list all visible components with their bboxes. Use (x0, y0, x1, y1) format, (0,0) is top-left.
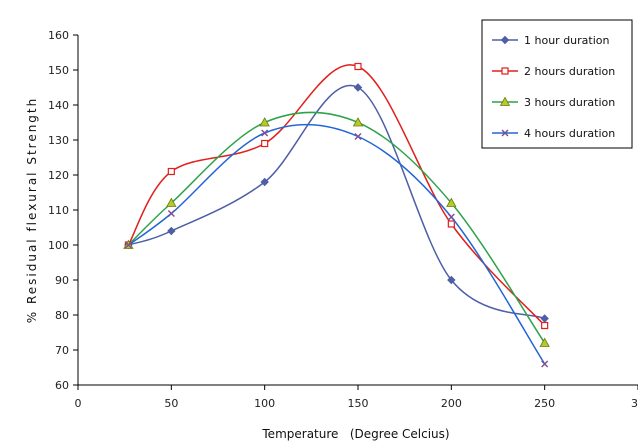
data-point (259, 117, 270, 127)
data-point (541, 360, 549, 368)
x-tick-label: 30 (631, 397, 638, 410)
legend-label: 2 hours duration (524, 65, 615, 78)
y-tick-label: 130 (48, 134, 69, 147)
data-point (261, 139, 269, 148)
x-tick-label: 200 (441, 397, 462, 410)
y-tick-label: 80 (55, 309, 69, 322)
y-tick-label: 90 (55, 274, 69, 287)
data-point (447, 275, 456, 285)
data-point (166, 197, 177, 207)
legend-item: 2 hours duration (492, 65, 615, 78)
data-point (447, 220, 455, 228)
data-point (354, 62, 362, 71)
legend-item: 1 hour duration (492, 34, 610, 47)
data-point (539, 337, 550, 347)
data-point (167, 210, 175, 217)
series-line (128, 84, 545, 320)
x-tick-label: 50 (164, 397, 178, 410)
legend-label: 1 hour duration (524, 34, 610, 47)
data-point (353, 83, 363, 92)
data-point (446, 197, 457, 207)
legend-marker (500, 35, 510, 45)
data-point (354, 133, 362, 140)
y-tick-label: 100 (48, 239, 69, 252)
tick-labels: 60 70 80 90 100 110 120 130 140 150 160 0 50 100 150 20… (48, 29, 638, 410)
y-tick-label: 150 (48, 64, 69, 77)
x-tick-label: 100 (254, 397, 275, 410)
legend-marker (501, 67, 509, 75)
data-point (541, 321, 549, 330)
series-layer (123, 62, 550, 368)
y-tick-label: 70 (55, 344, 69, 357)
y-tick-label: 140 (48, 99, 69, 112)
y-tick-label: 110 (48, 204, 69, 217)
legend-items: 1 hour duration 2 hours duration 3 hours d… (492, 34, 615, 140)
legend-marker (501, 129, 509, 137)
y-tick-label: 60 (55, 379, 69, 392)
x-tick-label: 0 (75, 397, 82, 410)
x-axis-title: Temperature (Degree Celcius) (261, 427, 449, 441)
data-point (261, 129, 269, 137)
legend-label: 3 hours duration (524, 96, 615, 109)
x-tick-label: 150 (348, 397, 369, 410)
y-tick-label: 160 (48, 29, 69, 42)
data-point (447, 213, 455, 221)
series-4 (124, 123, 549, 368)
data-point (260, 177, 269, 187)
legend: 1 hour duration 2 hours duration 3 hours d… (481, 19, 633, 149)
data-point (167, 226, 176, 236)
x-tick-label: 250 (534, 397, 555, 410)
legend-label: 4 hours duration (524, 127, 615, 140)
y-tick-label: 120 (48, 169, 69, 182)
legend-item: 3 hours duration (492, 96, 615, 109)
y-axis-title: % Residual flexural Strength (25, 97, 39, 324)
series-2 (124, 62, 549, 330)
legend-item: 4 hours duration (492, 127, 615, 140)
data-point (167, 167, 175, 176)
data-point (352, 117, 364, 127)
data-point (124, 241, 132, 249)
legend-marker (499, 96, 511, 106)
